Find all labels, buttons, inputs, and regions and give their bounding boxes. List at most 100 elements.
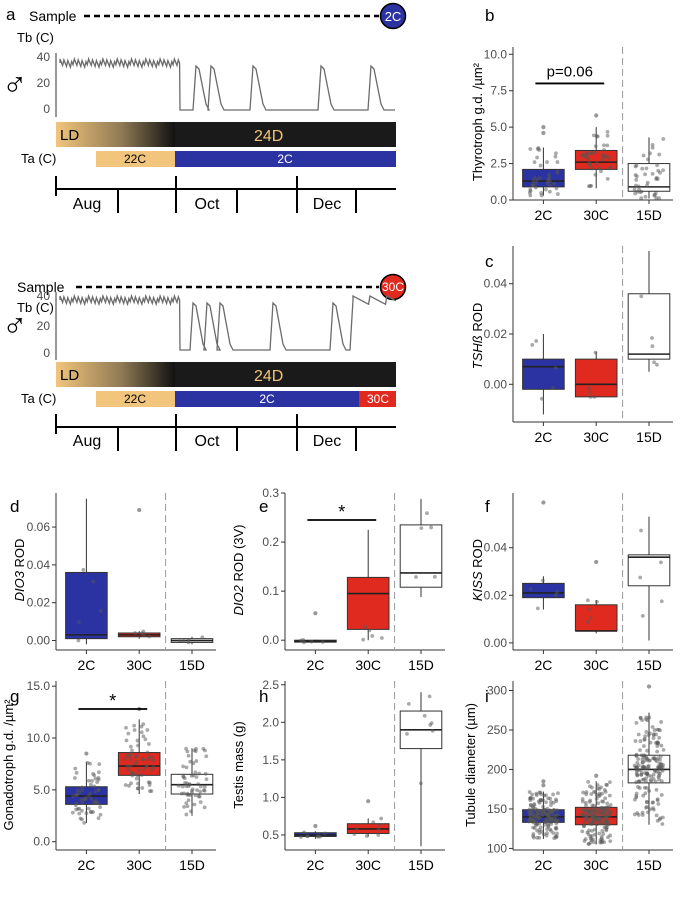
data-point [599,834,604,839]
data-point [536,146,541,150]
tb-label: Tb (C) [17,30,54,45]
data-point [584,155,589,160]
data-point [363,624,368,629]
data-point [541,804,546,809]
data-point [640,761,645,765]
data-point [379,636,384,640]
data-point [633,739,638,743]
data-point [537,828,542,832]
box-iqr [522,582,565,599]
data-point [590,166,595,171]
data-point [597,831,602,836]
data-point [76,638,81,643]
data-point [130,773,135,778]
data-point [589,792,594,796]
data-point [379,816,384,821]
y-tick-label: 0.04 [27,558,51,572]
data-point [86,778,91,783]
data-point [605,133,610,138]
data-point [80,808,84,813]
x-tick-label: 30C [126,857,152,873]
data-point [191,761,196,766]
y-tick-label: 2.5 [490,157,507,171]
data-point [652,728,657,732]
data-point [530,792,534,797]
data-point [556,791,560,796]
data-point [527,790,532,794]
data-point [184,784,189,789]
data-point [538,163,543,168]
data-point [657,152,662,157]
y-tick-label: 0.06 [27,520,51,534]
data-point [585,830,590,835]
data-point [76,788,80,793]
outlier-point [541,500,546,505]
x-tick-label: 2C [534,857,552,873]
panel-letter: e [259,497,268,516]
data-point [145,750,150,755]
data-point [77,620,81,624]
panel-letter: h [259,687,268,706]
data-point [646,763,651,768]
y-tick-label: 5.0 [33,783,50,797]
data-point [660,822,665,826]
ld-label: LD [60,127,79,144]
tb-tick: 40 [37,50,51,64]
data-point [593,172,598,177]
data-point [531,835,536,840]
data-point [602,810,606,815]
data-point [322,831,327,836]
data-point [550,809,555,814]
x-tick-label: 2C [534,657,552,673]
data-point [75,792,80,797]
data-point [586,810,591,815]
x-tick-label: 15D [636,857,662,873]
data-point [644,730,649,734]
data-point [634,754,639,758]
month-label: Aug [73,433,101,450]
data-point [194,759,199,763]
data-point [580,799,585,804]
data-point [656,756,660,761]
data-point [74,807,79,812]
data-point [539,396,544,401]
data-point [528,817,533,821]
box-iqr [65,571,108,640]
data-point [176,783,181,788]
data-point [656,775,661,779]
y-tick-label: 10.0 [484,47,508,61]
data-point [181,775,186,779]
data-point [638,715,643,720]
y-tick-label: 250 [487,723,507,737]
data-point [581,824,586,829]
data-point [554,186,559,191]
data-point [643,734,647,739]
data-point [202,784,207,789]
data-point [552,813,557,818]
y-axis-title: DIO3 ROD [12,539,27,602]
data-point [580,807,584,812]
outlier-point [84,751,89,756]
data-point [80,785,85,790]
data-point [126,767,131,772]
data-point [430,728,435,733]
x-tick-label: 30C [583,657,609,673]
box-2C [522,779,565,841]
data-point [548,183,553,188]
panel-h: h 0.5 1.0 1.5 2.0 2.5 2C 30C 15D Testis mass (g) [231,678,445,873]
data-point [587,184,591,189]
y-tick-label: 0.04 [484,541,508,555]
data-point [136,781,140,786]
data-point [197,794,202,799]
data-point [198,784,203,789]
data-point [601,806,606,811]
data-point [602,143,606,148]
data-point [642,737,647,742]
data-point [126,731,131,736]
data-point [536,808,541,813]
data-point [200,635,205,640]
data-point [645,805,649,809]
data-point [593,144,598,149]
data-point [542,793,547,798]
